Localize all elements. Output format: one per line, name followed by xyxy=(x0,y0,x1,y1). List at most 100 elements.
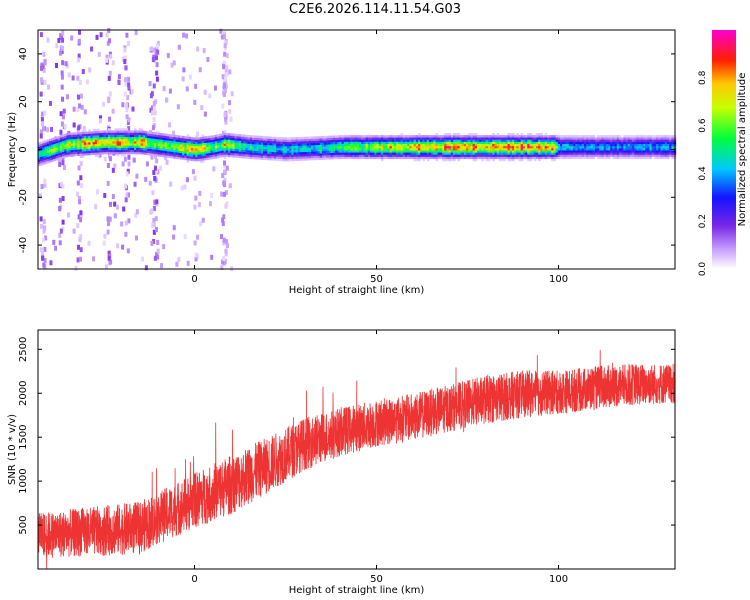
ridge-cell xyxy=(435,150,439,153)
ridge-cell xyxy=(442,154,445,157)
ridge-cell xyxy=(313,147,316,150)
ridge-cell xyxy=(160,152,163,155)
ridge-cell xyxy=(62,138,65,142)
ridge-cell xyxy=(391,154,395,157)
ridge-cell xyxy=(507,148,511,151)
ridge-cell xyxy=(418,145,421,149)
ridge-cell xyxy=(472,152,476,155)
ridge-cell xyxy=(297,154,301,157)
ridge-cell xyxy=(201,149,205,152)
ridge-cell xyxy=(291,143,294,147)
ridge-cell xyxy=(614,148,618,151)
noise-cell xyxy=(44,235,48,241)
ridge-cell xyxy=(114,134,118,138)
ridge-cell xyxy=(127,149,131,153)
ridge-cell xyxy=(614,145,618,149)
ridge-cell xyxy=(230,141,233,145)
ridge-cell xyxy=(562,137,565,140)
ridge-cell xyxy=(365,152,369,155)
noise-cell xyxy=(221,74,225,80)
ridge-cell xyxy=(64,138,67,141)
colorbar-cell xyxy=(712,263,736,266)
ridge-cell xyxy=(280,147,284,151)
ridge-cell xyxy=(186,155,190,159)
ridge-cell xyxy=(581,145,585,149)
ridge-cell xyxy=(588,135,591,138)
ridge-cell xyxy=(243,136,246,140)
ridge-cell xyxy=(332,137,336,141)
ridge-cell xyxy=(304,138,308,142)
ridge-cell xyxy=(564,143,567,147)
noise-cell xyxy=(113,201,117,207)
ridge-cell xyxy=(546,141,550,145)
ridge-cell xyxy=(356,137,360,140)
ridge-cell xyxy=(335,135,338,138)
ridge-cell xyxy=(581,150,585,153)
ridge-cell xyxy=(374,145,377,149)
ridge-cell xyxy=(273,147,277,150)
noise-cell xyxy=(61,30,65,36)
ridge-cell xyxy=(393,139,397,142)
ridge-cell xyxy=(356,152,360,155)
ridge-cell xyxy=(206,153,209,156)
ridge-cell xyxy=(208,152,211,156)
colorbar-cell xyxy=(712,33,736,37)
ridge-cell xyxy=(616,135,620,138)
ridge-cell xyxy=(463,152,467,155)
ridge-cell xyxy=(579,143,583,147)
ridge-cell xyxy=(581,154,585,157)
ridge-cell xyxy=(339,150,342,153)
ridge-cell xyxy=(206,157,209,160)
ridge-cell xyxy=(262,140,266,143)
ridge-cell xyxy=(160,137,163,140)
noise-cell xyxy=(98,152,102,158)
ridge-cell xyxy=(505,143,508,147)
colorbar-tick-label: 0.8 xyxy=(698,70,708,85)
ridge-cell xyxy=(535,150,539,153)
noise-cell xyxy=(41,255,45,261)
ridge-cell xyxy=(289,152,292,155)
ridge-cell xyxy=(184,144,187,148)
ridge-cell xyxy=(389,137,393,140)
ridge-cell xyxy=(284,154,288,158)
ridge-cell xyxy=(546,135,550,138)
ridge-cell xyxy=(162,152,166,156)
ridge-cell xyxy=(46,154,50,157)
ridge-cell xyxy=(162,139,166,143)
ridge-cell xyxy=(446,154,450,157)
ridge-cell xyxy=(546,150,550,153)
ridge-cell xyxy=(367,156,371,160)
noise-cell xyxy=(123,77,127,83)
ridge-cell xyxy=(38,142,41,145)
ridge-cell xyxy=(520,143,524,147)
ridge-cell xyxy=(321,153,325,156)
ridge-cell xyxy=(171,143,174,146)
ridge-cell xyxy=(481,150,484,153)
ridge-cell xyxy=(525,145,528,149)
ridge-cell xyxy=(311,140,314,144)
ridge-cell xyxy=(256,139,259,143)
ridge-cell xyxy=(206,148,209,152)
ridge-cell xyxy=(328,152,332,156)
ridge-cell xyxy=(476,148,480,151)
ridge-cell xyxy=(455,145,458,149)
ridge-cell xyxy=(118,132,122,135)
ridge-cell xyxy=(581,137,585,140)
ridge-cell xyxy=(142,130,146,134)
ridge-cell xyxy=(179,139,183,143)
ridge-cell xyxy=(398,152,401,155)
ridge-cell xyxy=(236,146,240,150)
ridge-cell xyxy=(522,135,526,138)
ridge-cell xyxy=(256,135,259,139)
ridge-cell xyxy=(313,149,316,152)
noise-cell xyxy=(152,106,156,112)
ridge-cell xyxy=(433,148,436,151)
ridge-cell xyxy=(446,156,450,160)
ridge-cell xyxy=(282,152,286,155)
ridge-cell xyxy=(664,139,668,142)
ridge-cell xyxy=(483,143,487,147)
ridge-cell xyxy=(426,141,430,145)
ridge-cell xyxy=(341,141,345,145)
ridge-cell xyxy=(236,142,240,145)
ridge-cell xyxy=(267,138,270,141)
